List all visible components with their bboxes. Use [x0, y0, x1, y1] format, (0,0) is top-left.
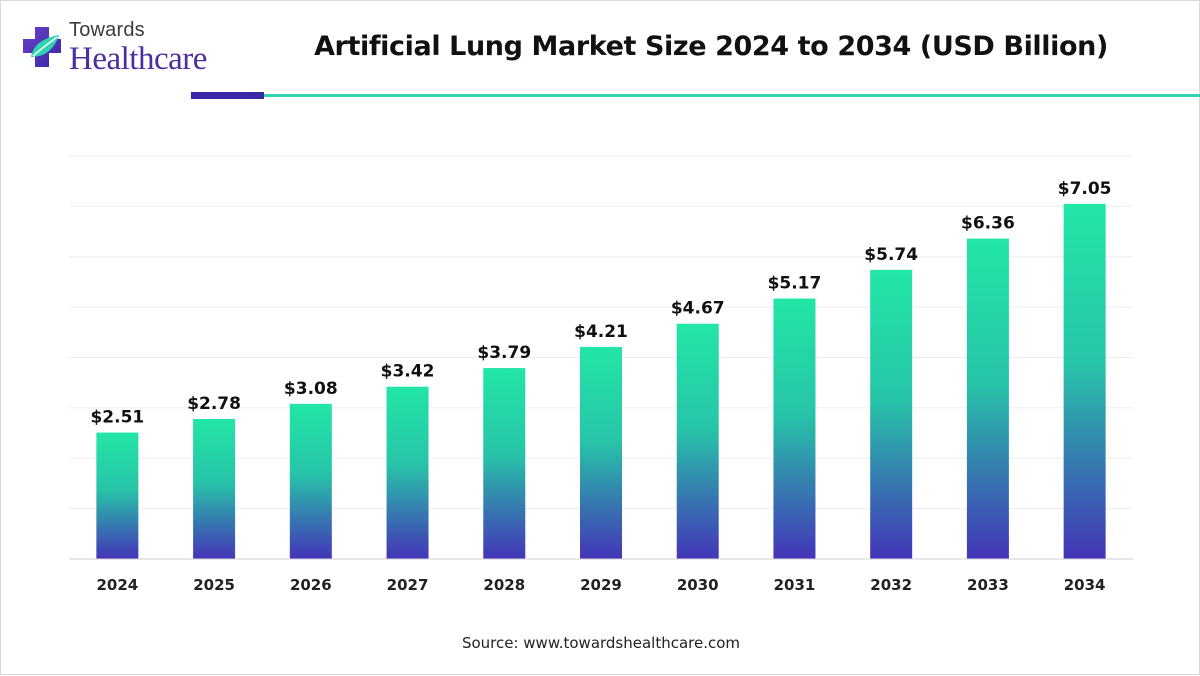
- x-axis-ticks: 2024 2025 2026 2027 2028 2029 2030 2031 2032 2033…: [96, 576, 1105, 594]
- bar-2030: [676, 323, 719, 559]
- data-label-2033: $6.36: [961, 214, 1015, 234]
- x-tick-2034: 2034: [1064, 576, 1106, 594]
- x-tick-2032: 2032: [870, 576, 912, 594]
- data-label-2030: $4.67: [671, 299, 725, 319]
- chart-title: Artificial Lung Market Size 2024 to 2034…: [314, 31, 1108, 62]
- brand-name-top: Towards: [69, 19, 145, 41]
- data-label-2028: $3.79: [477, 343, 531, 363]
- data-label-2027: $3.42: [381, 362, 435, 382]
- bar-2029: [580, 346, 622, 559]
- data-label-2034: $7.05: [1058, 179, 1112, 199]
- data-labels: $2.51 $2.78 $3.08 $3.42 $3.79 $4.21 $4.67 $5.17…: [90, 179, 1111, 428]
- brand-name-bottom: Healthcare: [69, 41, 207, 77]
- data-label-2029: $4.21: [574, 322, 628, 342]
- bar-2027: [386, 386, 429, 559]
- medical-cross-leaf-icon: [23, 27, 61, 67]
- data-label-2024: $2.51: [90, 408, 144, 428]
- x-tick-2027: 2027: [387, 576, 429, 594]
- data-label-2026: $3.08: [284, 379, 338, 399]
- bar-2033: [966, 238, 1009, 560]
- source-note: Source: www.towardshealthcare.com: [461, 634, 741, 652]
- data-label-2032: $5.74: [864, 245, 918, 265]
- x-tick-2026: 2026: [290, 576, 332, 594]
- bar-2024: [96, 432, 139, 559]
- x-tick-2028: 2028: [483, 576, 525, 594]
- bar-2028: [483, 368, 526, 559]
- x-tick-2031: 2031: [774, 576, 816, 594]
- data-label-2031: $5.17: [768, 274, 822, 294]
- bar-2026: [289, 403, 332, 559]
- x-tick-2025: 2025: [193, 576, 235, 594]
- brand-logo: Towards Healthcare: [19, 15, 249, 85]
- bar-2034: [1063, 203, 1106, 559]
- x-tick-2029: 2029: [580, 576, 622, 594]
- bar-2032: [870, 269, 913, 559]
- x-tick-2033: 2033: [967, 576, 1009, 594]
- header-rule-purple: [191, 92, 264, 99]
- header-rule-teal: [264, 94, 1200, 97]
- bars: [96, 203, 1106, 560]
- bar-2031: [773, 298, 816, 559]
- x-tick-2030: 2030: [677, 576, 719, 594]
- data-label-2025: $2.78: [187, 394, 241, 414]
- x-tick-2024: 2024: [96, 576, 138, 594]
- bar-2025: [193, 418, 236, 559]
